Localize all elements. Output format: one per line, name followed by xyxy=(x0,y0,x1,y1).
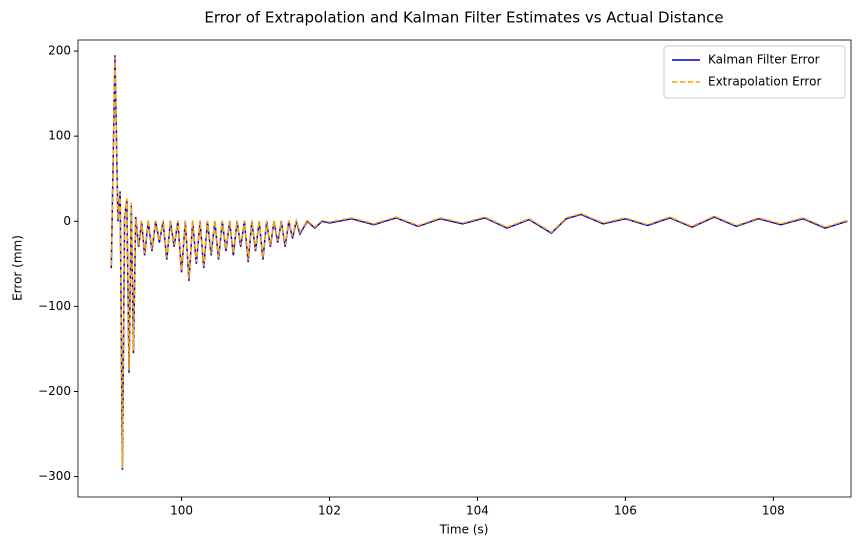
legend-label: Kalman Filter Error xyxy=(708,53,820,67)
legend-box xyxy=(663,45,846,99)
y-tick-label: −200 xyxy=(38,384,71,398)
x-tick-label: 106 xyxy=(614,504,637,518)
series-line xyxy=(110,57,848,469)
y-axis-label: Error (mm) xyxy=(11,235,25,301)
plot-frame xyxy=(77,39,852,498)
chart-title: Error of Extrapolation and Kalman Filter… xyxy=(204,9,723,27)
x-axis-label: Time (s) xyxy=(439,523,489,537)
y-tick-label: 0 xyxy=(63,214,71,228)
y-tick-label: −100 xyxy=(38,299,71,313)
y-tick-label: −300 xyxy=(38,469,71,483)
x-tick-label: 108 xyxy=(762,504,785,518)
x-tick-label: 100 xyxy=(170,504,193,518)
x-tick-label: 102 xyxy=(318,504,341,518)
y-tick-label: 200 xyxy=(48,44,71,58)
legend-label: Extrapolation Error xyxy=(708,75,821,89)
x-tick-label: 104 xyxy=(466,504,489,518)
y-tick-label: 100 xyxy=(48,129,71,143)
series-line xyxy=(110,55,848,470)
